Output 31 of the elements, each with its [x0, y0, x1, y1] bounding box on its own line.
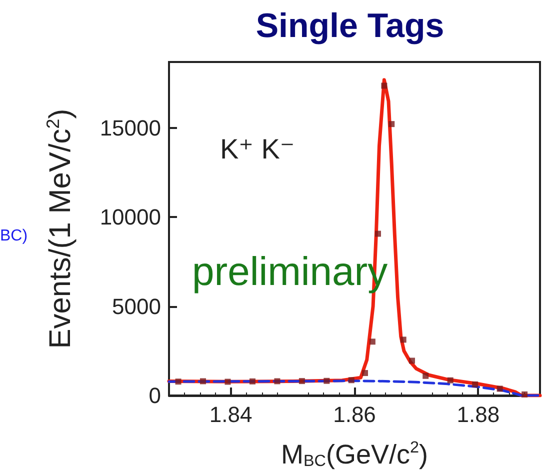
point — [374, 230, 381, 237]
x-tick-label: 1.86 — [333, 402, 376, 427]
point — [496, 386, 503, 392]
y-tick-label: 0 — [148, 383, 161, 408]
point — [298, 378, 305, 384]
point — [175, 378, 182, 385]
point — [274, 378, 280, 384]
point — [409, 358, 416, 364]
point — [249, 378, 256, 384]
y-tick-label: 15000 — [100, 115, 161, 140]
annotation: K⁺ K⁻ — [220, 134, 295, 164]
point — [362, 370, 368, 376]
point — [472, 381, 478, 388]
x-tick-label: 1.84 — [209, 402, 252, 427]
point — [400, 336, 406, 343]
point — [324, 378, 330, 384]
point — [200, 378, 206, 384]
point — [348, 377, 354, 384]
point — [369, 338, 376, 345]
y-axis-title: Events/(1 MeV/c2) — [43, 108, 77, 349]
y-tick-label: 10000 — [100, 204, 161, 230]
point — [522, 391, 528, 398]
point — [422, 372, 429, 379]
chart-title: Single Tags — [256, 7, 444, 45]
y-tick-label: 5000 — [112, 294, 161, 319]
point — [381, 82, 388, 89]
x-tick-label: 1.88 — [456, 402, 500, 427]
point — [224, 378, 231, 385]
point — [447, 377, 454, 384]
point — [388, 121, 395, 128]
text: BC) — [0, 228, 28, 244]
